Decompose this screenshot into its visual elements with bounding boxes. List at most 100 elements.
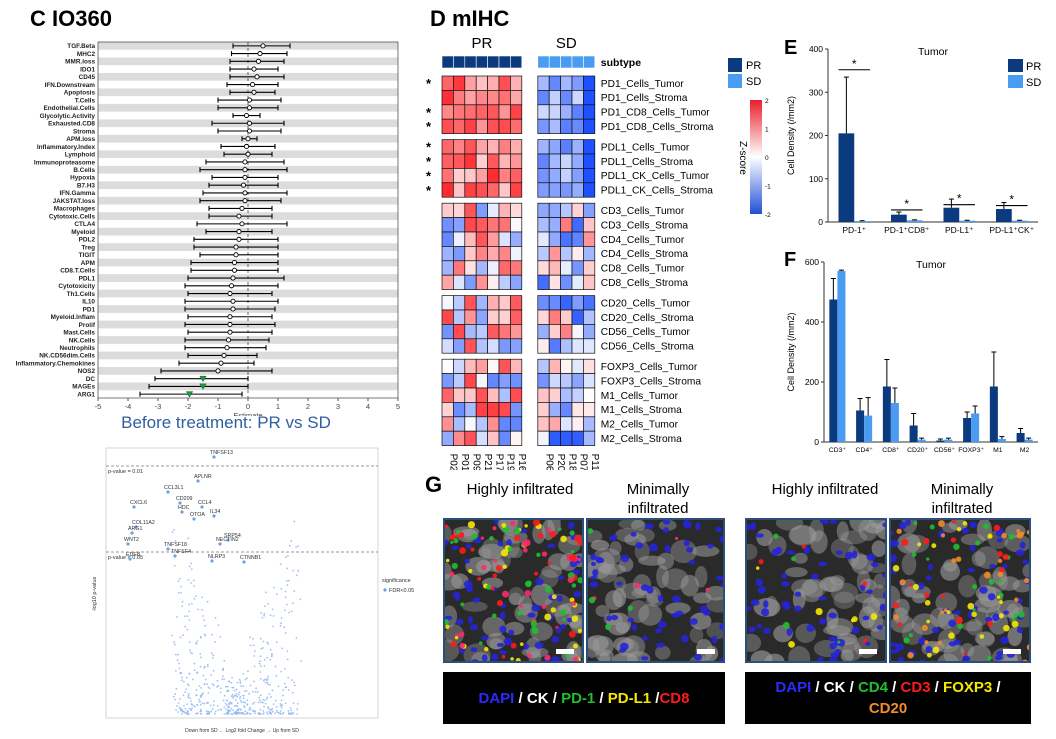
micro-nucleus	[497, 540, 504, 547]
volcano-point	[177, 653, 179, 656]
volcano-point	[180, 672, 183, 674]
heatmap-cell	[487, 182, 500, 198]
volcano-point	[267, 706, 269, 708]
heatmap-cell	[487, 373, 500, 389]
heatmap-cell	[548, 295, 561, 311]
volcano-point	[246, 699, 249, 702]
volcano-point	[176, 616, 178, 618]
volcano-point	[269, 648, 272, 651]
volcano-point	[172, 695, 175, 698]
volcano-point	[177, 580, 180, 582]
heatmap-row-label: PD1_Cells_Tumor	[601, 79, 684, 90]
micro-marker	[501, 523, 507, 528]
volcano-point	[286, 650, 289, 653]
micro-ck-cell	[911, 613, 939, 635]
volcano-point	[197, 608, 199, 611]
forest-point	[260, 43, 266, 49]
micro-nucleus	[498, 650, 508, 655]
volcano-point	[203, 702, 206, 705]
volcano-point	[240, 701, 243, 704]
volcano-point	[282, 694, 284, 697]
volcano-point	[264, 702, 267, 705]
micro-marker	[870, 613, 878, 620]
heatmap-cell	[537, 182, 550, 198]
volcano-point	[236, 681, 239, 684]
micro-nucleus	[1019, 541, 1026, 549]
micro-marker	[943, 608, 948, 613]
volcano-point	[287, 555, 289, 557]
volcano-point	[285, 556, 287, 559]
volcano-point	[252, 644, 255, 646]
micro-nucleus	[845, 551, 853, 560]
heatmap-cell	[571, 338, 584, 354]
volcano-point	[235, 699, 237, 701]
micro-marker	[510, 520, 516, 526]
volcano-point	[263, 705, 265, 708]
forest-row-label: Apoptosis	[64, 90, 96, 97]
micro-marker	[510, 657, 514, 661]
heatmap-cell	[548, 139, 561, 155]
volcano-point	[277, 711, 280, 714]
volcano-point	[183, 710, 185, 713]
volcano-point	[284, 668, 286, 670]
micro-nucleus	[499, 625, 507, 633]
micrograph-1	[443, 518, 584, 663]
forest-point	[239, 205, 245, 211]
volcano-label-point	[180, 510, 184, 514]
heatmap-row-label: CD56_Cells_Stroma	[601, 342, 694, 353]
heatmap-cell	[510, 75, 523, 91]
volcano-point	[244, 713, 247, 715]
micro-nucleus	[674, 610, 684, 616]
heatmap-cell	[583, 231, 596, 247]
heatmap-row-star: *	[426, 119, 432, 134]
volcano-point	[239, 712, 241, 715]
micro-marker	[908, 633, 913, 638]
volcano-point	[205, 678, 207, 681]
volcano-point	[292, 569, 294, 572]
y-axis-label: Cell Density (/mm2)	[786, 96, 796, 175]
volcano-point	[196, 704, 198, 706]
heatmap-cell	[475, 139, 488, 155]
micro-nucleus	[463, 580, 473, 589]
micro-nucleus	[786, 628, 793, 636]
volcano-point	[242, 694, 244, 697]
micro-ck-cell	[445, 525, 452, 543]
heatmap-cell	[487, 75, 500, 91]
heatmap-cell	[510, 217, 523, 233]
micro-ck-cell	[998, 576, 1020, 591]
forest-point	[227, 314, 233, 320]
heatmap-cell	[441, 168, 454, 184]
micro-marker	[987, 533, 993, 539]
forest-point	[215, 368, 221, 374]
stain-legend-term: PD-1	[561, 689, 596, 707]
micro-nucleus	[590, 561, 597, 567]
micro-ck-cell	[896, 533, 921, 554]
micro-nucleus	[750, 599, 760, 606]
micro-ck-cell	[657, 552, 675, 570]
volcano-point	[207, 701, 210, 704]
micro-nucleus	[948, 619, 956, 627]
volcano-point	[255, 687, 257, 690]
micro-nucleus	[481, 654, 488, 661]
micro-ck-cell	[529, 622, 553, 641]
heatmap-row-label: CD20_Cells_Stroma	[601, 313, 694, 324]
bar	[829, 299, 838, 442]
forest-row-label: Exhausted.CD8	[48, 121, 95, 128]
heatmap-cell	[453, 260, 466, 276]
micro-nucleus	[1029, 654, 1031, 662]
micro-marker	[451, 562, 458, 569]
volcano-point	[187, 711, 189, 713]
volcano-point	[187, 694, 190, 697]
forest-point	[230, 275, 236, 281]
micro-nucleus	[995, 655, 1003, 661]
heatmap-cell	[537, 153, 550, 169]
heatmap-cell	[487, 153, 500, 169]
volcano-point	[193, 669, 196, 671]
micro-nucleus	[918, 637, 927, 645]
heatmap-cell	[464, 274, 477, 290]
volcano-point	[240, 685, 243, 687]
micro-nucleus	[866, 589, 873, 594]
micro-nucleus	[569, 559, 578, 568]
micro-marker	[564, 653, 570, 658]
micro-marker	[1026, 644, 1029, 651]
